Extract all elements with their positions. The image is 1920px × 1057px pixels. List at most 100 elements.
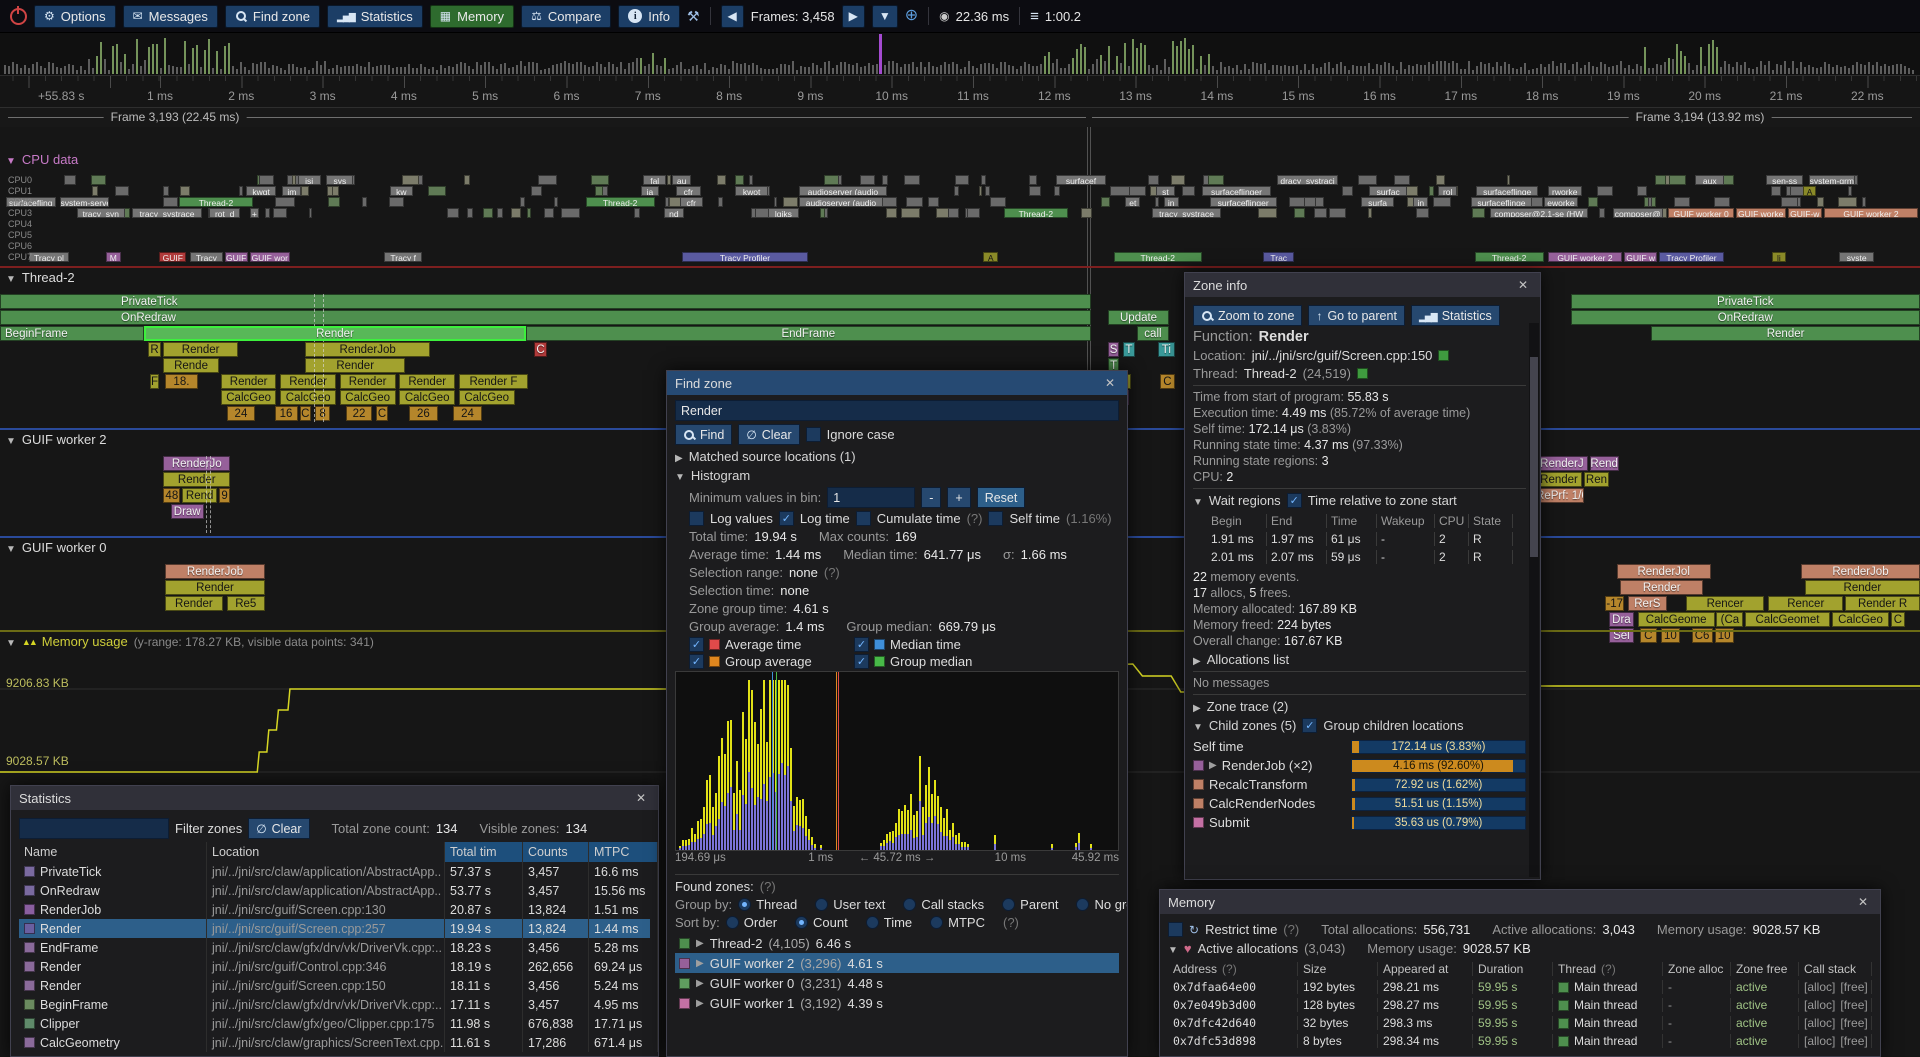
info-button[interactable]: Info (618, 5, 680, 28)
frame-bar[interactable] (1544, 67, 1546, 74)
histogram-bar[interactable] (811, 837, 813, 850)
frame-bar[interactable] (1556, 66, 1558, 74)
frame-bar[interactable] (280, 68, 282, 74)
go-to-parent-button[interactable]: Go to parent (1308, 305, 1405, 326)
frame-bar[interactable] (1420, 65, 1422, 74)
close-icon[interactable] (1514, 278, 1532, 292)
frame-bar[interactable] (1088, 69, 1090, 74)
cpu-zone[interactable] (1588, 197, 1598, 207)
frame-bar[interactable] (1764, 65, 1766, 74)
frame-bar[interactable] (852, 65, 854, 74)
timeline-zone[interactable]: Render (221, 374, 277, 389)
frame-bar[interactable] (564, 61, 566, 74)
histogram-bar[interactable] (709, 775, 711, 850)
histogram-bar[interactable] (934, 780, 936, 850)
cpu-zone[interactable] (1637, 186, 1646, 196)
cpu-zone[interactable] (180, 186, 190, 196)
frame-bar[interactable] (1472, 70, 1474, 74)
frame-bar[interactable] (696, 65, 698, 74)
frame-bar[interactable] (836, 65, 838, 74)
frame-bar[interactable] (1260, 64, 1262, 74)
frame-bar[interactable] (1572, 64, 1574, 74)
frame-bar[interactable] (1664, 62, 1666, 74)
statistics-button[interactable]: Statistics (1411, 305, 1500, 326)
histogram-bar[interactable] (748, 680, 750, 850)
timeline-zone[interactable]: Render (305, 358, 405, 373)
statistics-titlebar[interactable]: Statistics (11, 786, 658, 810)
frame-bar[interactable] (752, 63, 754, 74)
frame-bar[interactable] (724, 65, 726, 74)
frame-bar[interactable] (1024, 62, 1026, 74)
frame-bar[interactable] (736, 63, 738, 74)
timeline-zone[interactable]: 16 (275, 406, 298, 421)
frame-bar[interactable] (1536, 68, 1538, 74)
group-by-option[interactable]: No grouping (1076, 897, 1127, 912)
frame-bar[interactable] (812, 63, 814, 74)
frame-bar[interactable] (788, 65, 790, 74)
timeline-zone[interactable]: CalcGeo (340, 390, 396, 405)
timeline-zone[interactable]: CalcGeo (399, 390, 455, 405)
memory-usage-header[interactable]: ▲▲ Memory usage (y-range: 178.27 KB, vis… (6, 634, 374, 649)
histogram-bar[interactable] (700, 819, 702, 850)
frame-bar[interactable] (1148, 65, 1150, 74)
histogram-bar[interactable] (703, 807, 705, 850)
cpu-zone[interactable] (906, 197, 923, 207)
frame-bar[interactable] (44, 68, 46, 74)
histogram-bar[interactable] (712, 807, 714, 850)
frame-bar[interactable] (1408, 65, 1410, 74)
frame-bar[interactable] (1292, 66, 1294, 74)
histogram-bar[interactable] (1090, 844, 1092, 850)
frame-bar[interactable] (1720, 67, 1722, 74)
frame-bar[interactable] (240, 62, 242, 74)
find-button[interactable]: Find (675, 424, 732, 445)
frame-bar[interactable] (328, 69, 330, 74)
timeline-zone[interactable]: Render (163, 472, 230, 487)
frame-bar[interactable] (24, 65, 26, 74)
frame-bar[interactable] (660, 66, 662, 74)
frame-bar[interactable] (1180, 41, 1182, 74)
frame-bar[interactable] (636, 58, 638, 74)
scrollbar[interactable] (1529, 323, 1539, 877)
frame-bar[interactable] (1740, 65, 1742, 74)
cpu-zone[interactable]: GUIF (159, 252, 186, 262)
timeline-zone[interactable]: S (1108, 342, 1120, 357)
cpu-zone[interactable]: surfaceflinger (1202, 186, 1271, 196)
frame-bar[interactable] (692, 66, 694, 74)
frame-bar[interactable] (1760, 61, 1762, 74)
frame-bar[interactable] (1092, 64, 1094, 74)
cpu-zone[interactable] (520, 197, 525, 207)
timeline-zone[interactable]: R (148, 342, 161, 357)
timeline-zone[interactable]: 18. (165, 374, 198, 389)
cpu-zone[interactable] (981, 175, 986, 185)
frame-bar[interactable] (1436, 61, 1438, 74)
cpu-zone[interactable]: aux (1695, 175, 1724, 185)
timeline-zone[interactable]: RenderJol (1617, 564, 1711, 579)
frame-bar[interactable] (1220, 62, 1222, 74)
frame-bar[interactable] (108, 70, 110, 74)
timeline-zone[interactable]: RenderJo (163, 456, 230, 471)
frame-bar[interactable] (1284, 65, 1286, 74)
cpu-zone[interactable] (820, 208, 825, 218)
cpu-zone[interactable] (904, 175, 920, 185)
frame-bar[interactable] (176, 67, 178, 74)
frame-bar[interactable] (496, 69, 498, 74)
frame-bar[interactable] (1312, 64, 1314, 74)
guif-worker0-header[interactable]: GUIF worker 0 (6, 540, 106, 555)
frame-bar[interactable] (800, 66, 802, 74)
frame-bar[interactable] (1552, 61, 1554, 74)
timeline-zone[interactable]: RenderJob (305, 342, 430, 357)
frame-bar[interactable] (216, 51, 218, 74)
cpu-zone[interactable] (1429, 186, 1434, 196)
help-icon[interactable]: (?) (824, 565, 840, 580)
frame-labels-bar[interactable]: Frame 3,193 (22.45 ms) Frame 3,194 (13.9… (0, 108, 1920, 127)
frame-bar[interactable] (1272, 65, 1274, 74)
cpu-zone[interactable] (115, 186, 128, 196)
frame-bar[interactable] (1628, 65, 1630, 74)
histogram-bar[interactable] (739, 790, 741, 850)
timeline-zone[interactable]: C (534, 342, 547, 357)
cpu-zone[interactable] (1294, 208, 1305, 218)
frame-bar[interactable] (1076, 49, 1078, 74)
frame-bar[interactable] (1328, 62, 1330, 74)
frame-bar[interactable] (208, 39, 210, 74)
frame-bar[interactable] (1144, 45, 1146, 74)
